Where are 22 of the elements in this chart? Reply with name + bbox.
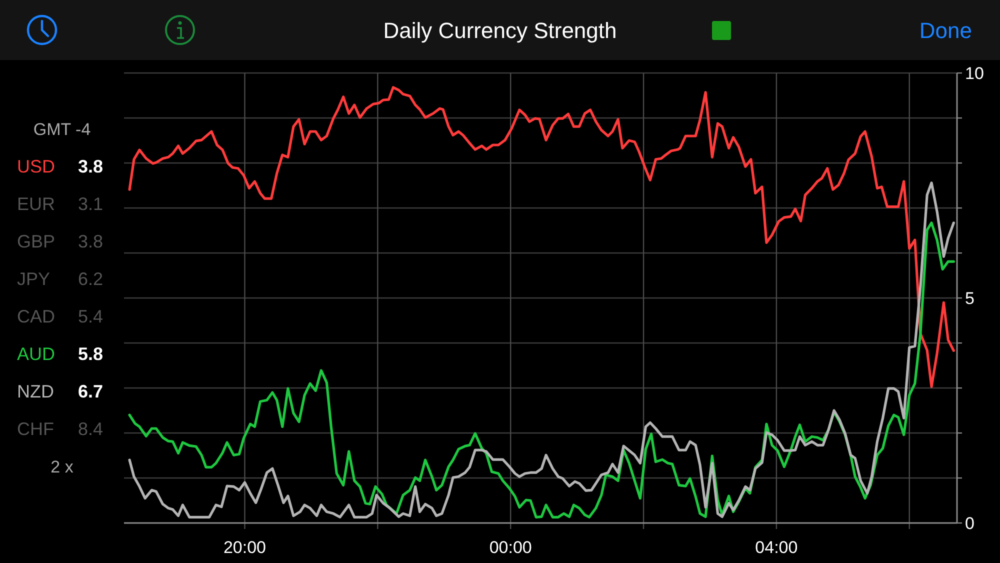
text: NZD xyxy=(17,382,54,402)
x-tick-label: 04:00 xyxy=(755,538,798,557)
text: AUD xyxy=(17,344,56,364)
chart-title: Daily Currency Strength xyxy=(383,18,617,43)
text: GMT -4 xyxy=(33,120,91,139)
text: 5.8 xyxy=(78,344,104,364)
text: EUR 3.1 xyxy=(17,194,104,214)
text: 3.8 xyxy=(78,156,104,176)
line-series xyxy=(128,86,955,388)
y-tick-label: 0 xyxy=(965,514,974,533)
y-tick-label: 10 xyxy=(965,64,984,83)
text: USD xyxy=(17,156,56,176)
text: 6.7 xyxy=(78,382,104,402)
x-tick-label: 20:00 xyxy=(223,538,266,557)
y-tick-label: 5 xyxy=(965,288,974,308)
text: JPY 6.2 xyxy=(17,269,104,289)
text: CHF 8.4 xyxy=(17,419,104,439)
text: CAD 5.4 xyxy=(17,306,104,326)
x-tick-label: 00:00 xyxy=(489,538,532,557)
text: Done xyxy=(919,18,972,43)
text: 2 x xyxy=(50,458,74,476)
text: GBP 3.8 xyxy=(17,232,104,252)
